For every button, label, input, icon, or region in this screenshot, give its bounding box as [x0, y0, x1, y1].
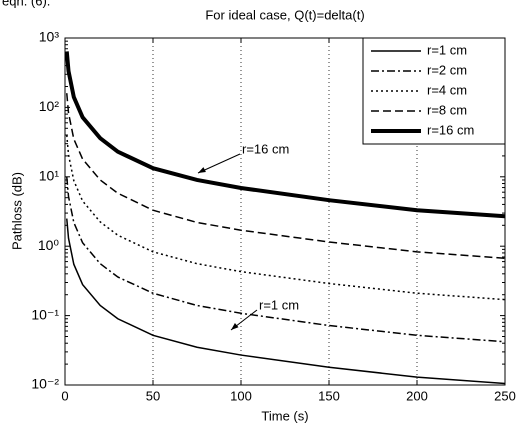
series-line [66, 134, 506, 301]
series-line [64, 51, 506, 219]
page-text: eqn. (6). [2, 0, 50, 8]
series-line [66, 218, 506, 385]
y-tick-label: 10⁻¹ [31, 306, 59, 322]
legend-label: r=2 cm [427, 62, 467, 77]
y-axis-label: Pathloss (dB) [9, 172, 24, 250]
annotation: r=1 cm [259, 297, 299, 312]
x-tick-label: 100 [230, 388, 252, 403]
legend-label: r=16 cm [427, 122, 474, 137]
x-axis-label: Time (s) [261, 408, 308, 423]
legend-label: r=8 cm [427, 102, 467, 117]
x-tick-label: 200 [406, 388, 428, 403]
y-tick-label: 10³ [39, 29, 60, 45]
x-tick-label: 150 [318, 388, 340, 403]
y-tick-label: 10¹ [39, 168, 60, 184]
annotation-arrowhead [198, 167, 206, 173]
x-tick-label: 0 [61, 388, 68, 403]
y-tick-label: 10⁰ [38, 237, 60, 253]
plot-frame [64, 37, 506, 386]
series-line [66, 176, 506, 343]
x-tick-label: 50 [146, 388, 160, 403]
legend-label: r=1 cm [427, 42, 467, 57]
y-tick-label: 10⁻² [31, 376, 59, 392]
x-tick-label: 250 [494, 388, 516, 403]
annotation-arrow [197, 153, 241, 174]
legend-label: r=4 cm [427, 82, 467, 97]
annotation-arrowhead [231, 323, 239, 330]
annotation: r=16 cm [242, 141, 289, 156]
y-tick-label: 10² [39, 98, 60, 114]
series-line [66, 93, 506, 260]
chart-title: For ideal case, Q(t)=delta(t) [205, 7, 364, 22]
